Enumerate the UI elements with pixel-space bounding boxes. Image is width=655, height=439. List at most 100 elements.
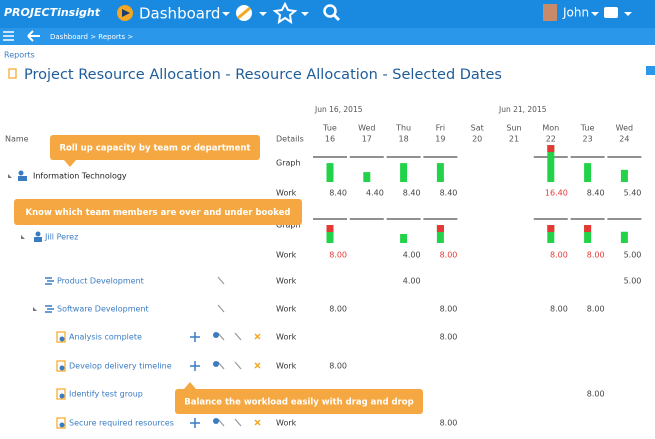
- callout-box: [50, 135, 260, 160]
- menu-icon[interactable]: [3, 31, 14, 41]
- edit-icon[interactable]: [217, 304, 225, 313]
- expand-toggle[interactable]: [33, 307, 37, 311]
- work-value: 8.00: [440, 251, 458, 260]
- task-icon-check: [59, 393, 65, 399]
- callout-text: Roll up capacity by team or department: [60, 144, 251, 154]
- work-value: 5.00: [624, 277, 642, 286]
- delete-icon[interactable]: [254, 333, 261, 340]
- work-value: 8.40: [403, 189, 421, 198]
- week-label: Jun 16, 2015: [314, 105, 363, 114]
- edit-icon[interactable]: [234, 361, 242, 370]
- delete-icon[interactable]: [254, 419, 261, 426]
- breadcrumb[interactable]: Dashboard > Reports >: [50, 33, 133, 41]
- row-name[interactable]: Product Development: [57, 277, 144, 286]
- edit-icon[interactable]: [217, 418, 225, 427]
- favorites-icon[interactable]: [272, 1, 298, 25]
- row-name[interactable]: Analysis complete: [69, 333, 142, 342]
- search-icon[interactable]: [323, 4, 337, 18]
- row-name[interactable]: Develop delivery timeline: [69, 362, 172, 371]
- load-bar: [326, 163, 334, 182]
- caret: [259, 12, 267, 16]
- day-date: 24: [619, 135, 629, 144]
- edit-icon[interactable]: [217, 361, 225, 370]
- work-value: 8.00: [440, 305, 458, 314]
- load-bar: [400, 234, 408, 243]
- breadcrumb-bar: [0, 28, 655, 45]
- overload-cap: [547, 225, 555, 232]
- callout-text: Balance the workload easily with drag an…: [184, 398, 413, 408]
- work-value: 4.40: [366, 189, 384, 198]
- print-icon[interactable]: [604, 7, 618, 18]
- expand-toggle[interactable]: [21, 235, 25, 239]
- assign-icon[interactable]: [213, 332, 219, 338]
- load-bar: [363, 172, 371, 182]
- move-icon[interactable]: [190, 332, 200, 342]
- caret: [624, 12, 632, 16]
- row-name[interactable]: Secure required resources: [69, 419, 174, 428]
- work-value: 8.00: [440, 333, 458, 342]
- work-value: 8.00: [329, 305, 347, 314]
- work-value: 8.00: [550, 305, 568, 314]
- work-value: 8.00: [329, 251, 347, 260]
- overload-cap: [436, 225, 444, 232]
- edit-icon[interactable]: [217, 276, 225, 285]
- day-date: 16: [325, 135, 335, 144]
- day-date: 17: [362, 135, 372, 144]
- task-icon: [56, 388, 66, 400]
- load-bar: [620, 169, 628, 182]
- back-icon[interactable]: [27, 30, 40, 42]
- work-value: 4.00: [403, 277, 421, 286]
- day-date: 22: [546, 135, 556, 144]
- play-glyph: [122, 9, 130, 17]
- caret: [301, 12, 309, 16]
- assign-icon[interactable]: [213, 361, 219, 367]
- row-name[interactable]: Software Development: [57, 305, 149, 314]
- load-bar: [547, 145, 555, 182]
- task-icon-check: [59, 422, 65, 428]
- edit-icon[interactable]: [217, 332, 225, 341]
- day-name: Wed: [616, 124, 633, 133]
- edit-icon[interactable]: [234, 418, 242, 427]
- edit-icon[interactable]: [234, 332, 242, 341]
- day-name: Fri: [436, 124, 446, 133]
- work-value: 5.00: [624, 251, 642, 260]
- caret: [222, 12, 230, 16]
- overload-cap: [326, 225, 334, 232]
- detail-label: Work: [276, 277, 297, 286]
- day-name: Mon: [542, 124, 559, 133]
- load-bar: [584, 163, 592, 182]
- day-name: Sun: [506, 124, 521, 133]
- detail-label: Work: [276, 333, 297, 342]
- search-handle: [332, 13, 341, 22]
- delete-icon[interactable]: [254, 362, 261, 369]
- dashboard-menu[interactable]: Dashboard: [139, 5, 220, 23]
- row-name[interactable]: Jill Perez: [44, 233, 78, 242]
- user-name[interactable]: John: [562, 6, 589, 20]
- side-tab[interactable]: [646, 66, 655, 75]
- day-date: 20: [472, 135, 482, 144]
- week-label: Jun 21, 2015: [498, 105, 547, 114]
- avatar[interactable]: [543, 4, 557, 21]
- task-icon: [56, 360, 66, 372]
- work-value: 8.00: [329, 362, 347, 371]
- caret: [591, 12, 599, 16]
- section-link[interactable]: Reports: [4, 51, 35, 60]
- project-icon: [45, 305, 54, 313]
- detail-label: Graph: [276, 159, 301, 168]
- work-value: 8.40: [440, 189, 458, 198]
- detail-label: Work: [276, 305, 297, 314]
- expand-toggle[interactable]: [8, 174, 12, 178]
- task-icon-check: [59, 336, 65, 342]
- move-icon[interactable]: [190, 418, 200, 428]
- work-value: 8.00: [587, 251, 605, 260]
- load-bar: [326, 225, 334, 243]
- task-icon: [56, 331, 66, 343]
- day-name: Tue: [580, 124, 595, 133]
- work-value: 16.40: [545, 189, 568, 198]
- row-name[interactable]: Identify test group: [69, 390, 143, 399]
- project-icon: [45, 277, 54, 285]
- assign-icon[interactable]: [213, 418, 219, 424]
- callout-tip: [184, 382, 196, 389]
- load-bar: [436, 163, 444, 182]
- move-icon[interactable]: [190, 361, 200, 371]
